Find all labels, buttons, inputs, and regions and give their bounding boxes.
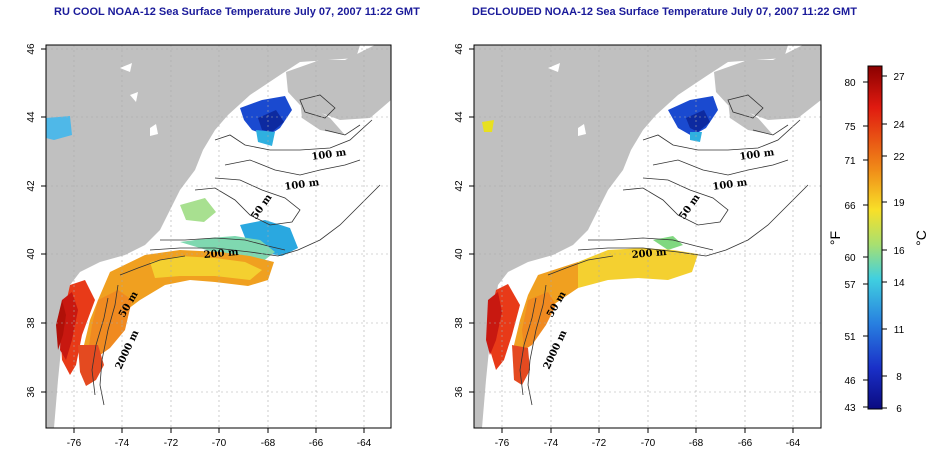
lon-tick: -68 [689,438,704,449]
fahrenheit-tick: 66 [844,201,856,212]
lon-tick: -72 [164,438,179,449]
fahrenheit-tick: 43 [844,403,856,414]
lon-tick: -70 [641,438,656,449]
lat-tick: 36 [454,386,465,398]
lon-tick: -76 [67,438,82,449]
lon-tick: -68 [261,438,276,449]
lon-tick: -74 [115,438,130,449]
contour-label: 100 m [284,177,321,193]
celsius-tick: 6 [896,404,902,415]
celsius-tick: 27 [893,72,905,83]
lat-tick: 46 [454,43,465,55]
fahrenheit-tick: 46 [844,376,856,387]
lat-tick: 44 [454,111,465,123]
fahrenheit-tick: 51 [844,332,856,343]
fahrenheit-tick: 60 [844,253,856,264]
celsius-tick: 14 [893,278,905,289]
celsius-tick: 8 [896,372,902,383]
lat-tick: 40 [26,248,37,260]
celsius-tick: 16 [893,246,905,257]
lat-tick: 38 [454,317,465,329]
map-title-left: RU COOL NOAA-12 Sea Surface Temperature … [54,6,420,18]
fahrenheit-unit-label: °F [828,231,843,245]
lon-tick: -72 [592,438,607,449]
contour-label: 200 m [631,247,667,261]
colorbar: 80 75 71 66 60 57 51 46 43 27 24 22 19 1… [828,0,950,475]
fahrenheit-tick: 57 [844,280,856,291]
celsius-tick: 22 [893,152,905,163]
lon-tick: -76 [495,438,510,449]
lon-tick: -64 [786,438,801,449]
map-title-right: DECLOUDED NOAA-12 Sea Surface Temperatur… [472,6,857,18]
fahrenheit-tick: 75 [844,122,856,133]
fahrenheit-tick: 71 [844,156,856,167]
contour-label: 100 m [712,177,749,193]
lat-tick: 36 [26,386,37,398]
contour-label: 200 m [203,247,239,261]
fahrenheit-tick: 80 [844,78,856,89]
lon-tick: -74 [544,438,559,449]
sst-map-right: 100 m 100 m 50 m 200 m 50 m 2000 m -76 -… [428,0,828,475]
colorbar-gradient [867,65,883,410]
lat-tick: 38 [26,317,37,329]
lat-tick: 40 [454,248,465,260]
celsius-tick: 19 [893,198,905,209]
lat-tick: 42 [454,180,465,192]
sst-map-left: 100 m 100 m 50 m 200 m 50 m 2000 m -76 -… [0,0,410,475]
lat-tick: 42 [26,180,37,192]
celsius-tick: 24 [893,120,905,131]
lon-tick: -66 [309,438,324,449]
contour-label: 100 m [311,147,348,163]
celsius-unit-label: °C [913,230,929,246]
lat-tick: 44 [26,111,37,123]
lon-tick: -70 [212,438,227,449]
lat-tick: 46 [26,43,37,55]
lon-tick: -64 [357,438,372,449]
contour-label: 100 m [739,147,776,163]
lon-tick: -66 [738,438,753,449]
celsius-tick: 11 [894,325,905,336]
